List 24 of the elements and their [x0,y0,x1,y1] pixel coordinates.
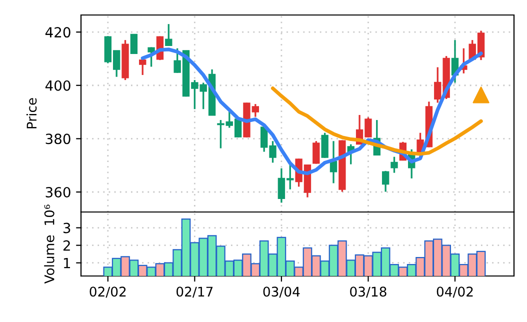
line-series [270,86,483,156]
y-tick-label: 420 [45,27,70,38]
candlestick [165,23,172,47]
candlestick [390,156,398,174]
y-tick-label: 360 [46,186,70,198]
candlestick [321,132,328,159]
candlestick [139,58,146,76]
y-axis-title: Price [26,98,37,128]
x-tick-label: 02/17 [176,286,213,298]
x-tick-label: 04/02 [436,286,473,298]
y-axis-title: Volume 10⁶ [44,204,54,284]
x-tick-label: 02/02 [90,286,126,298]
candlestick [312,140,320,165]
candlestick [130,34,138,54]
candlestick [330,140,338,184]
x-tick-label: 03/18 [350,286,386,298]
y-tick-label: 1 [64,258,70,268]
y-tick-label: 2 [63,240,70,251]
candlestick [148,46,155,68]
x-tick-label: 03/04 [263,286,300,298]
y-tick-label: 380 [46,134,70,144]
y-tick-label: 400 [45,80,70,91]
y-tick-label: 3 [64,222,70,234]
candlestick [382,170,390,193]
